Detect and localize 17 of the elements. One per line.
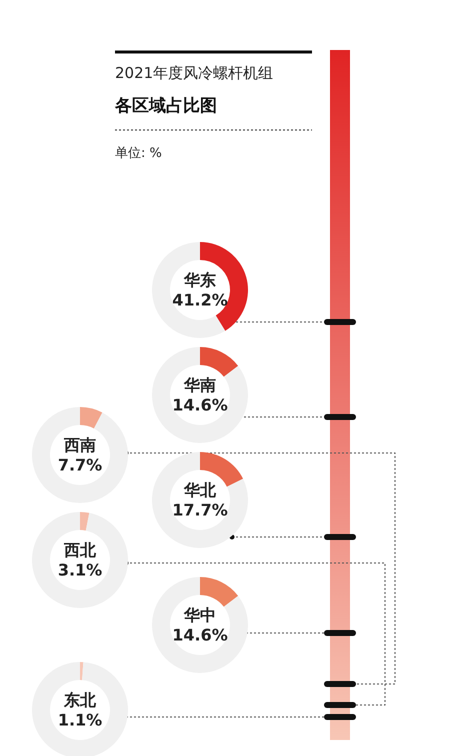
slice-label: 华北 <box>183 480 217 500</box>
slice-label: 华中 <box>183 606 216 624</box>
chart-title: 2021年度风冷螺杆机组 <box>115 64 274 83</box>
data-label: 7.7% <box>58 456 102 474</box>
data-label: 3.1% <box>58 560 102 580</box>
slice-label: 西南 <box>63 436 96 454</box>
data-label: 1.1% <box>58 710 102 730</box>
data-label: 14.6% <box>172 396 228 414</box>
text: 单位: % <box>115 145 162 162</box>
slice-label: 东北 <box>63 690 97 710</box>
data-label: 17.7% <box>172 500 228 520</box>
data-label: 14.6% <box>172 626 228 644</box>
data-label: 41.2% <box>172 290 228 310</box>
slice-label: 华南 <box>183 376 216 394</box>
slice-label: 西北 <box>63 540 97 560</box>
slice-label: 华东 <box>183 270 216 290</box>
chart-subtitle: 各区域占比图 <box>115 95 217 117</box>
